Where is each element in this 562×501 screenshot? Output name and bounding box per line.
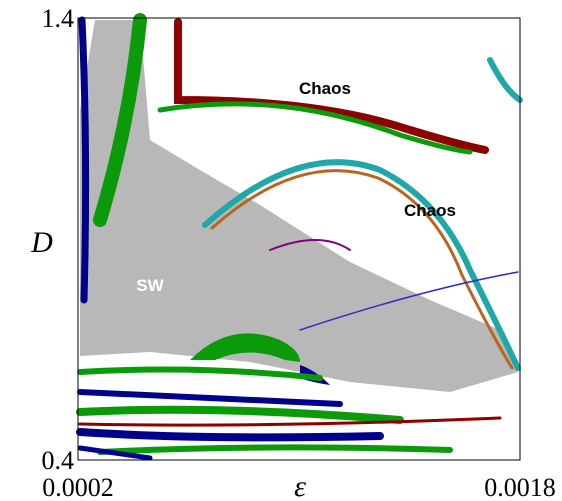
orange-band bbox=[210, 169, 514, 370]
stripe bbox=[97, 444, 453, 455]
teal-top bbox=[487, 57, 523, 103]
green-blob bbox=[190, 333, 300, 362]
thin-curve bbox=[269, 239, 351, 251]
thin-curve bbox=[299, 271, 519, 331]
annotation: SW bbox=[136, 276, 164, 295]
stripe bbox=[77, 366, 323, 381]
plot-frame bbox=[77, 17, 521, 461]
green-branch bbox=[157, 101, 473, 155]
annotation: Chaos bbox=[299, 79, 351, 98]
stripe bbox=[77, 445, 153, 461]
stripe bbox=[77, 389, 343, 407]
x-tick-label: 0.0018 bbox=[484, 473, 556, 501]
stripe bbox=[78, 416, 502, 427]
sw-region bbox=[80, 20, 518, 392]
stripe bbox=[76, 428, 384, 442]
red-band bbox=[174, 18, 489, 154]
blue-band bbox=[78, 16, 90, 304]
y-tick-label: 1.4 bbox=[42, 4, 75, 33]
teal-band bbox=[202, 159, 521, 371]
annotation: Chaos bbox=[404, 201, 456, 220]
y-axis-label: D bbox=[30, 226, 53, 259]
stripe bbox=[76, 405, 404, 424]
x-axis-label: ε bbox=[294, 470, 306, 501]
x-tick-label: 0.0002 bbox=[42, 473, 114, 501]
green-band bbox=[93, 13, 147, 227]
y-tick-label: 0.4 bbox=[42, 446, 75, 475]
regions bbox=[76, 13, 523, 461]
